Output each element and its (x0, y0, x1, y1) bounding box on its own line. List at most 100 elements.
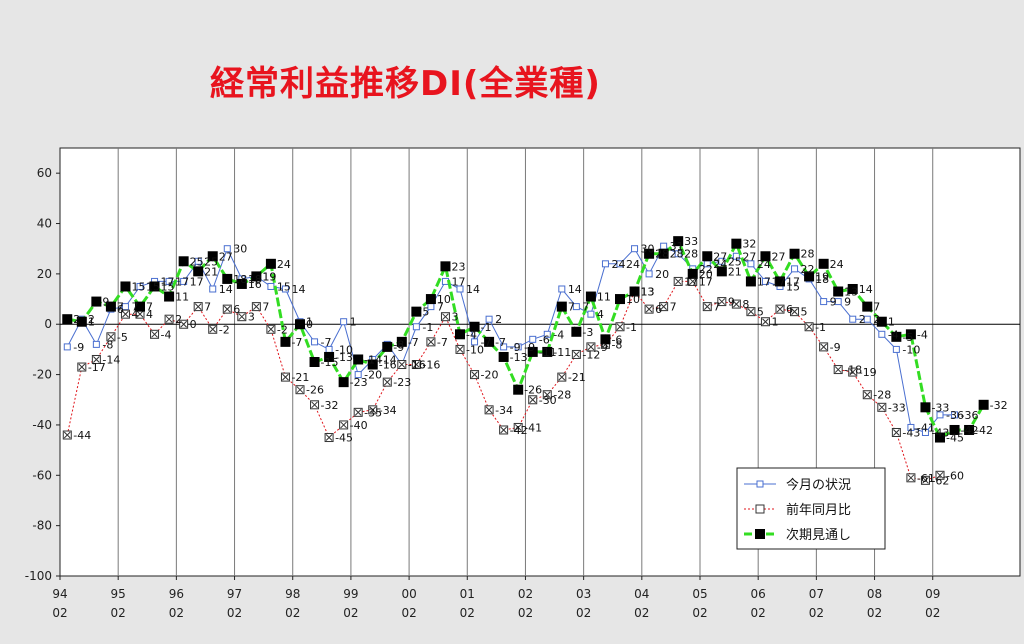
data-point-cross (325, 434, 333, 441)
data-label: -8 (102, 338, 113, 351)
data-label: -41 (917, 421, 935, 434)
data-point (964, 424, 975, 435)
data-label: -1 (481, 321, 492, 334)
data-point (615, 294, 625, 305)
data-point (222, 273, 233, 284)
data-point-cross (849, 368, 857, 376)
data-point (471, 338, 479, 346)
data-point (732, 252, 740, 260)
data-label: 2 (88, 313, 95, 326)
data-point-cross (485, 406, 493, 414)
data-label: 17 (786, 275, 800, 288)
data-label: 18 (233, 273, 247, 286)
data-label: -2 (277, 323, 288, 336)
data-point (411, 306, 422, 317)
data-label: -7 (408, 336, 419, 349)
x-tick-month: 02 (227, 606, 242, 620)
data-point (311, 338, 319, 346)
data-label: 14 (466, 283, 480, 296)
data-label: 6 (233, 303, 240, 316)
data-point (396, 336, 407, 347)
y-axis: 60 40 20 0 -20 -40 -60 -80 -100 (25, 166, 60, 583)
data-point-cross (413, 361, 420, 368)
data-label: -42 (961, 424, 979, 437)
y-tick-label: -80 (32, 519, 52, 533)
data-label: 4 (146, 308, 153, 321)
data-point-cross (616, 323, 624, 331)
data-point (62, 314, 73, 325)
data-label: 5 (801, 306, 808, 319)
data-point (616, 260, 624, 268)
data-point-cross (151, 330, 158, 338)
data-point (818, 258, 829, 269)
data-point (178, 256, 189, 267)
data-label: -11 (553, 346, 571, 359)
data-point (209, 285, 217, 293)
data-label: -12 (582, 348, 600, 361)
data-point (644, 248, 655, 259)
data-point-cross (180, 320, 187, 328)
data-label: -5 (902, 331, 913, 344)
data-label: -28 (553, 389, 571, 402)
data-label: 2 (495, 313, 502, 326)
data-point (92, 340, 100, 348)
x-tick-year: 09 (925, 587, 940, 601)
data-point (849, 315, 857, 323)
legend-marker-yoy (755, 504, 765, 514)
data-label: 3 (451, 311, 458, 324)
data-point (876, 316, 887, 327)
data-label: -9 (524, 341, 535, 354)
x-tick-year: 98 (285, 587, 300, 601)
data-point-cross (427, 338, 435, 346)
data-point-cross (253, 303, 260, 310)
x-tick-month: 02 (401, 606, 416, 620)
data-point-cross (718, 298, 726, 305)
x-tick-month: 02 (809, 606, 824, 620)
data-point (223, 245, 231, 253)
data-point (455, 329, 465, 340)
data-point (265, 258, 276, 269)
data-label: 21 (204, 265, 218, 278)
data-point (63, 343, 71, 351)
data-label: -23 (350, 376, 368, 389)
data-point (833, 286, 844, 297)
data-point (791, 265, 799, 273)
data-point (165, 277, 173, 285)
data-label: 11 (597, 291, 611, 304)
data-point (164, 291, 175, 302)
data-label: -3 (582, 326, 593, 339)
legend-label-now: 今月の状況 (786, 477, 851, 493)
data-label: -18 (844, 364, 862, 377)
data-point-cross (456, 346, 464, 353)
data-label: -16 (408, 359, 426, 372)
data-label: -4 (888, 328, 899, 341)
data-label: 7 (262, 301, 269, 314)
data-label: 1 (306, 316, 313, 329)
legend-label-yoy: 前年同月比 (786, 502, 851, 518)
data-label: 24 (757, 258, 771, 271)
data-label: -30 (539, 394, 557, 407)
data-label: 19 (262, 270, 276, 283)
data-point (892, 345, 900, 353)
data-label: 1 (771, 316, 778, 329)
data-point (425, 294, 436, 305)
data-point (500, 343, 508, 351)
data-label: 21 (728, 265, 742, 278)
data-point-cross (645, 305, 653, 313)
x-tick-month: 02 (751, 606, 766, 620)
data-point-cross (733, 300, 740, 308)
y-tick-label: -20 (32, 368, 52, 382)
data-point (645, 270, 653, 278)
data-label: 15 (131, 280, 145, 293)
data-label: -21 (291, 371, 309, 384)
data-point (149, 281, 160, 292)
data-point-cross (165, 315, 173, 323)
y-tick-label: 60 (37, 166, 52, 180)
data-label: 24 (611, 258, 625, 271)
data-point-cross (558, 373, 566, 381)
data-label: 3 (248, 311, 255, 324)
data-label: 2 (175, 313, 182, 326)
data-point (587, 310, 595, 318)
data-point (847, 283, 858, 294)
